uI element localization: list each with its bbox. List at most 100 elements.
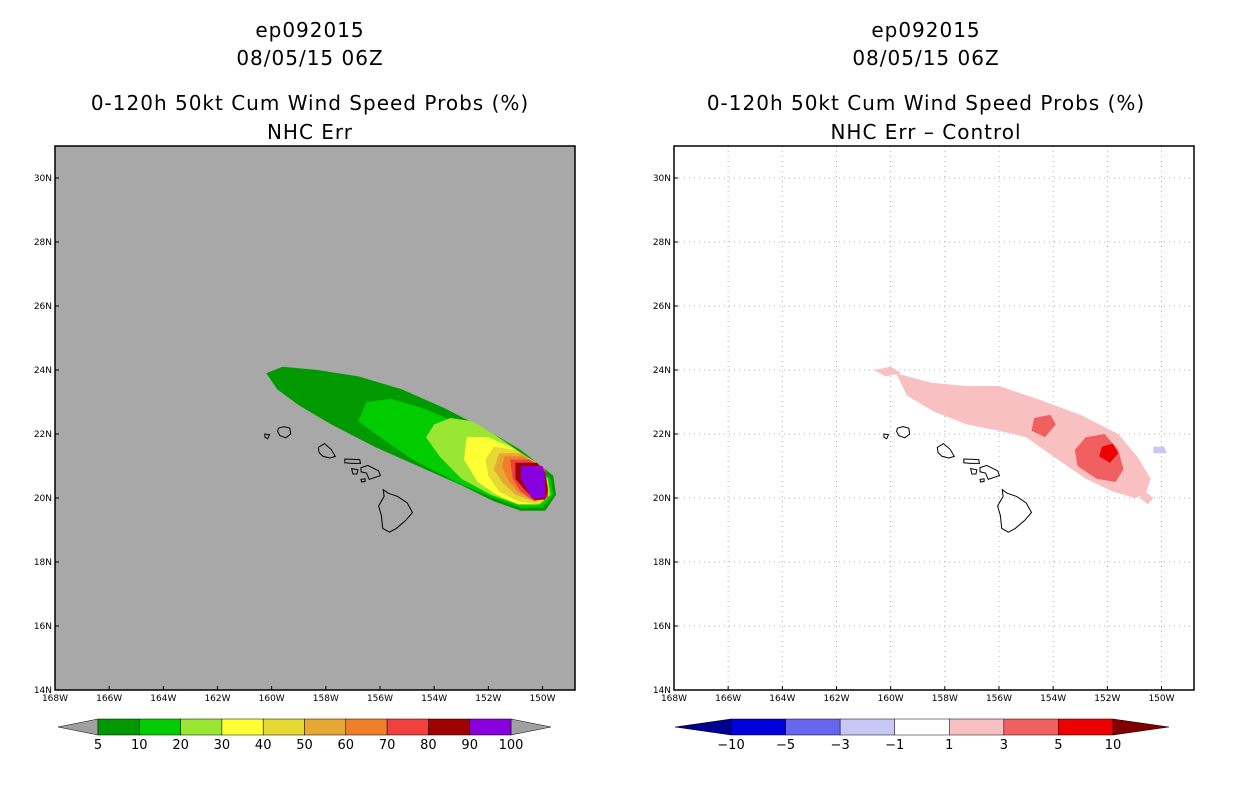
left-x-tick-label: 154W — [421, 694, 447, 704]
right-chart-title: 0-120h 50kt Cum Wind Speed Probs (%) — [706, 91, 1146, 115]
right-colorbar-cell — [894, 718, 950, 736]
left-y-tick-label: 14N — [34, 686, 52, 696]
right-colorbar-label: −10 — [717, 738, 744, 753]
left-colorbar-label: 90 — [461, 738, 478, 753]
right-y-tick-label: 28N — [653, 238, 671, 248]
left-x-tick-label: 168W — [42, 694, 68, 704]
right-island-oahu — [936, 442, 956, 459]
left-y-tick-label: 20N — [34, 494, 52, 504]
right-map-panel: 168W 166W 164W 162W 160W 158W 156W 154W 152W 150W… — [653, 145, 1195, 753]
right-colorbar-cell — [1003, 718, 1059, 736]
right-island-big-island — [997, 488, 1033, 533]
left-x-tick-label: 164W — [150, 694, 176, 704]
right-x-tick-label: 160W — [878, 694, 904, 704]
right-contour-3 — [1031, 414, 1056, 438]
right-colorbar-label: 3 — [1000, 738, 1008, 753]
left-colorbar-cell — [428, 718, 470, 736]
right-storm-id: ep092015 — [871, 18, 981, 42]
right-x-tick-label: 150W — [1148, 694, 1174, 704]
left-x-tick-label: 152W — [475, 694, 501, 704]
left-colorbar-label: 50 — [296, 738, 313, 753]
left-colorbar-extend-high — [510, 718, 552, 736]
left-colorbar-cell — [304, 718, 347, 736]
left-y-tick-label: 16N — [34, 622, 52, 632]
left-x-tick-label: 156W — [367, 694, 393, 704]
right-colorbar-cell — [839, 718, 895, 736]
right-contour-5 — [1099, 443, 1119, 463]
left-island-kauai — [277, 426, 292, 439]
left-x-tick-label: 150W — [529, 694, 555, 704]
left-colorbar-cell — [345, 718, 388, 736]
left-map-panel: 168W 166W 164W 162W 160W 158W 156W 154W 152W 150W… — [34, 145, 576, 753]
right-y-tick-label: 30N — [653, 174, 671, 184]
right-datetime: 08/05/15 06Z — [852, 46, 1000, 70]
left-colorbar-label: 10 — [131, 738, 148, 753]
left-datetime: 08/05/15 06Z — [236, 46, 384, 70]
left-island-niihau — [264, 433, 271, 440]
left-y-tick-label: 24N — [34, 366, 52, 376]
right-colorbar-label: −3 — [831, 738, 850, 753]
right-colorbar-label: −1 — [885, 738, 904, 753]
right-y-tick-label: 22N — [653, 430, 671, 440]
right-colorbar-label: 10 — [1105, 738, 1122, 753]
right-island-niihau — [883, 433, 890, 440]
left-colorbar-label: 100 — [499, 738, 524, 753]
left-y-tick-label: 30N — [34, 174, 52, 184]
left-colorbar-label: 20 — [172, 738, 189, 753]
right-x-tick-label: 154W — [1040, 694, 1066, 704]
left-chart-title: 0-120h 50kt Cum Wind Speed Probs (%) — [90, 91, 530, 115]
right-x-tick-label: 156W — [986, 694, 1012, 704]
left-island-lanai — [350, 467, 359, 475]
left-x-tick-label: 160W — [259, 694, 285, 704]
right-plot-frame — [673, 145, 1195, 691]
right-x-tick-label: 168W — [661, 694, 687, 704]
left-colorbar-cell — [262, 718, 305, 736]
left-plot-frame — [54, 145, 576, 691]
left-colorbar-cell — [469, 718, 512, 736]
left-colorbar-cell — [386, 718, 429, 736]
left-chart-subtitle: NHC Err — [266, 120, 354, 144]
left-island-molokai — [344, 458, 362, 464]
left-colorbar-cell — [97, 718, 140, 736]
left-colorbar-label: 40 — [255, 738, 272, 753]
left-y-tick-label: 26N — [34, 302, 52, 312]
right-x-tick-label: 166W — [715, 694, 741, 704]
right-colorbar-label: 5 — [1054, 738, 1062, 753]
left-colorbar-cell — [221, 718, 264, 736]
right-island-kahoolawe — [979, 478, 985, 483]
right-colorbar-label: −5 — [776, 738, 795, 753]
right-y-tick-label: 14N — [653, 686, 671, 696]
right-y-tick-label: 16N — [653, 622, 671, 632]
right-island-maui — [979, 464, 1001, 481]
left-island-oahu — [317, 442, 337, 459]
left-colorbar-extend-low — [57, 718, 99, 736]
left-colorbar-label: 80 — [420, 738, 437, 753]
left-y-tick-label: 22N — [34, 430, 52, 440]
right-colorbar-extend-high — [1112, 718, 1170, 736]
left-island-kahoolawe — [360, 478, 366, 483]
right-y-tick-label: 18N — [653, 558, 671, 568]
left-colorbar-cell — [180, 718, 223, 736]
left-colorbar-label: 70 — [379, 738, 396, 753]
right-colorbar-label: 1 — [945, 738, 953, 753]
left-colorbar-label: 5 — [94, 738, 102, 753]
right-y-tick-label: 20N — [653, 494, 671, 504]
right-y-tick-label: 24N — [653, 366, 671, 376]
left-x-tick-label: 166W — [96, 694, 122, 704]
right-contour-1 — [1139, 491, 1154, 505]
right-colorbar-extend-low — [674, 718, 732, 736]
right-y-tick-label: 26N — [653, 302, 671, 312]
left-colorbar-label: 60 — [338, 738, 355, 753]
left-colorbar-cell — [139, 718, 181, 736]
right-colorbar-cell — [1058, 718, 1114, 736]
left-contour-90 — [520, 466, 546, 498]
right-island-lanai — [969, 467, 978, 475]
right-island-molokai — [963, 458, 981, 464]
left-x-tick-label: 158W — [313, 694, 339, 704]
left-colorbar-label: 30 — [214, 738, 231, 753]
right-contour-1 — [874, 366, 902, 377]
left-y-tick-label: 18N — [34, 558, 52, 568]
left-island-big-island — [378, 488, 414, 533]
right-chart-subtitle: NHC Err – Control — [830, 120, 1022, 144]
